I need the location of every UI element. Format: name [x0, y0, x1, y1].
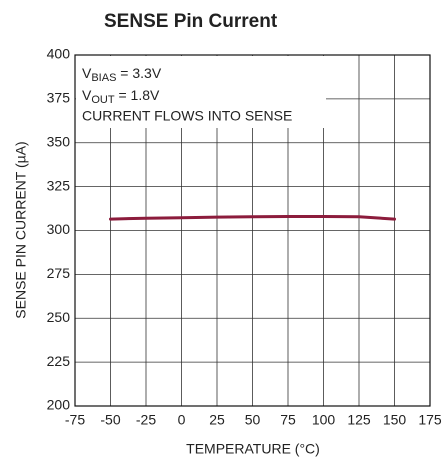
x-tick-label: -25 [136, 412, 156, 428]
x-tick-label: 0 [178, 412, 186, 428]
annotation-text: V [82, 87, 92, 103]
x-tick-label: 25 [209, 412, 225, 428]
y-tick-label: 350 [47, 133, 71, 149]
y-tick-label: 400 [47, 46, 71, 62]
x-tick-label: 150 [383, 412, 407, 428]
plot-border [74, 54, 431, 407]
y-tick-label: 200 [47, 397, 71, 413]
annotation-box [76, 56, 326, 128]
y-tick-label: 300 [47, 221, 71, 237]
y-axis-label: SENSE PIN CURRENT (µA) [13, 141, 29, 318]
data-line [109, 214, 396, 221]
chart-title: SENSE Pin Current [104, 11, 278, 32]
y-tick-label: 375 [47, 90, 71, 106]
y-tick-label: 225 [47, 353, 71, 369]
x-axis-label: TEMPERATURE (°C) [186, 441, 320, 457]
annotation: CURRENT FLOWS INTO SENSE [82, 108, 292, 124]
annotation-text: = 3.3V [116, 65, 161, 81]
x-tick-label: 175 [418, 412, 442, 428]
annotation: VOUT = 1.8V [82, 87, 160, 106]
x-tick-label: 125 [347, 412, 371, 428]
y-tick-label: 250 [47, 309, 71, 325]
y-tick-label: 325 [47, 177, 71, 193]
x-tick-label: 50 [245, 412, 261, 428]
x-tick-label: 100 [312, 412, 336, 428]
annotation: VBIAS = 3.3V [82, 65, 162, 84]
x-tick-label: 75 [280, 412, 296, 428]
y-tick-label: 275 [47, 265, 71, 281]
x-tick-label: -50 [100, 412, 120, 428]
annotation-sub: OUT [91, 94, 115, 106]
annotation-sub: BIAS [91, 72, 116, 84]
annotation-text: V [82, 65, 92, 81]
annotation-text: = 1.8V [115, 87, 160, 103]
x-tick-label: -75 [65, 412, 85, 428]
